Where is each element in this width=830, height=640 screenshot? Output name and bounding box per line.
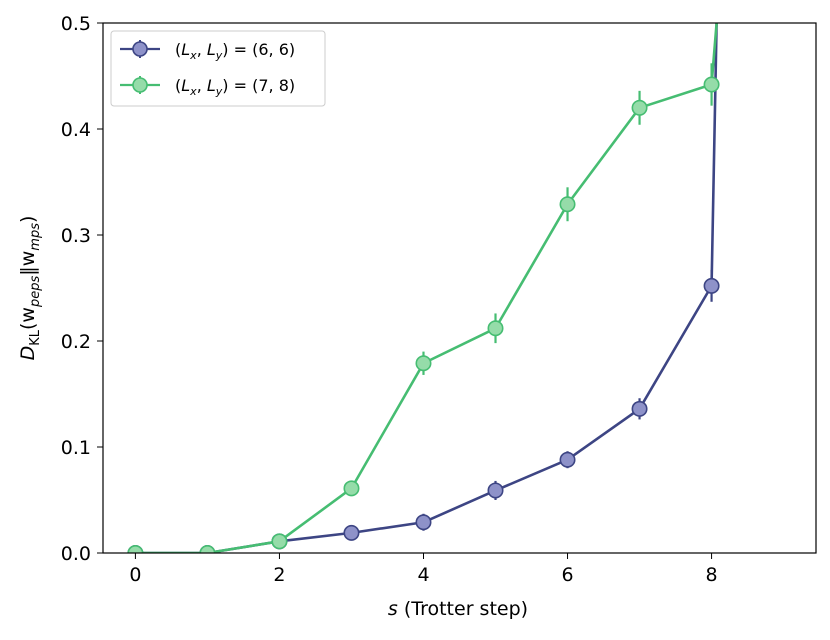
data-point xyxy=(559,451,576,468)
legend-label-1: (Lx, Ly) = (6, 6) xyxy=(175,40,295,62)
y-label-sub1: KL xyxy=(28,329,43,346)
series-2 xyxy=(127,23,720,553)
plot-frame xyxy=(102,22,817,554)
data-point xyxy=(487,320,504,337)
y-tick-label: 0.2 xyxy=(61,331,91,353)
y-axis: 0.0 0.1 0.2 0.3 0.4 0.5 xyxy=(61,13,103,565)
y-label-open: (w xyxy=(17,307,39,330)
y-axis-label: DKL(wpeps‖wmps) xyxy=(17,216,43,361)
legend-1-L2: L xyxy=(207,40,216,59)
data-point xyxy=(487,482,504,499)
x-axis-label-rest: (Trotter step) xyxy=(398,598,528,620)
y-label-close: ) xyxy=(17,216,39,223)
x-axis-label-var: s xyxy=(388,598,398,620)
series-2-line xyxy=(135,23,718,553)
data-point xyxy=(703,277,720,294)
legend-1-comma: , xyxy=(197,40,207,59)
data-point xyxy=(559,196,576,213)
legend-2-s1: x xyxy=(189,85,197,98)
y-tick-label: 0.3 xyxy=(61,225,91,247)
y-label-sub2: peps xyxy=(28,276,43,309)
legend-2-L1: L xyxy=(181,76,190,95)
legend-1-s1: x xyxy=(189,49,197,62)
y-label-mid: ‖w xyxy=(17,251,39,276)
legend-1-lp: ( xyxy=(175,40,181,59)
legend-marker-2 xyxy=(132,77,148,93)
data-point xyxy=(343,524,360,541)
y-tick-label: 0.4 xyxy=(61,119,91,141)
data-point xyxy=(631,400,648,417)
legend-2-lp: ( xyxy=(175,76,181,95)
legend-2-comma: , xyxy=(197,76,207,95)
x-axis-label: s (Trotter step) xyxy=(388,598,528,620)
x-axis: 0 2 4 6 8 xyxy=(129,553,718,586)
legend-entry-1: (Lx, Ly) = (6, 6) xyxy=(120,40,295,62)
series-layer xyxy=(127,23,720,553)
legend-label-2: (Lx, Ly) = (7, 8) xyxy=(175,76,295,98)
legend: (Lx, Ly) = (6, 6) (Lx, Ly) = (7, 8) xyxy=(110,30,326,107)
legend-2-L2: L xyxy=(207,76,216,95)
y-tick-label: 0.1 xyxy=(61,437,91,459)
x-tick-label: 2 xyxy=(273,564,285,586)
data-point xyxy=(343,480,360,497)
y-label-main: D xyxy=(17,346,39,361)
legend-marker-1 xyxy=(132,41,148,57)
legend-1-rest: ) = (6, 6) xyxy=(222,40,295,59)
y-label-sub3: mps xyxy=(28,223,43,251)
data-point xyxy=(631,99,648,116)
legend-1-s2: y xyxy=(215,49,223,62)
x-tick-label: 0 xyxy=(129,564,141,586)
y-tick-label: 0.5 xyxy=(61,13,91,35)
legend-box xyxy=(110,30,326,107)
y-tick-label: 0.0 xyxy=(61,543,91,565)
legend-entry-2: (Lx, Ly) = (7, 8) xyxy=(120,76,295,98)
data-point xyxy=(703,76,720,93)
legend-1-L1: L xyxy=(181,40,190,59)
data-point xyxy=(271,533,288,550)
legend-2-rest: ) = (7, 8) xyxy=(222,76,295,95)
legend-2-s2: y xyxy=(215,85,223,98)
x-tick-label: 6 xyxy=(561,564,573,586)
x-tick-label: 8 xyxy=(706,564,718,586)
data-point xyxy=(415,514,432,531)
x-tick-label: 4 xyxy=(417,564,429,586)
data-point xyxy=(415,355,432,372)
